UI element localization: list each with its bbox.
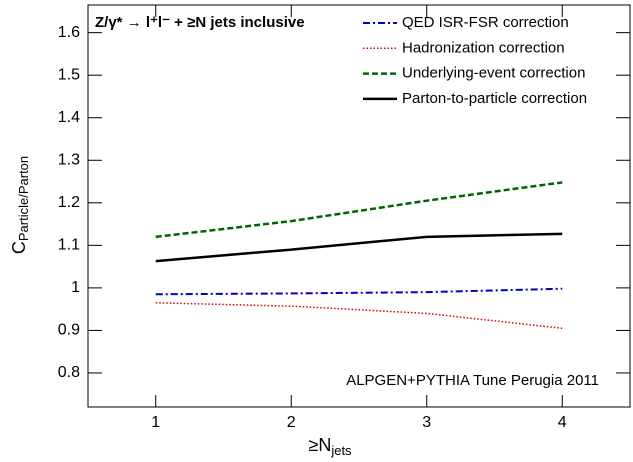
- y-label-sub: Particle/Parton: [16, 156, 31, 241]
- chart-title: Z/γ* → l⁺l⁻ + ≥N jets inclusive: [95, 14, 305, 31]
- y-tick-label: 1.3: [58, 151, 80, 168]
- legend-label: Underlying-event correction: [402, 65, 585, 82]
- annotation: ALPGEN+PYTHIA Tune Perugia 2011: [346, 372, 599, 389]
- legend-label: Hadronization correction: [402, 39, 565, 56]
- series-line: [155, 232, 563, 263]
- x-tick-label: 1: [151, 414, 160, 431]
- y-tick-label: 1.4: [58, 109, 80, 126]
- legend-label: Parton-to-particle correction: [402, 90, 587, 107]
- x-tick-label: 4: [558, 414, 567, 431]
- y-axis-label: CParticle/Parton: [9, 156, 32, 254]
- series-line: [155, 287, 563, 296]
- y-tick-label: 0.9: [58, 322, 80, 339]
- y-tick-label: 1.6: [58, 24, 80, 41]
- y-tick-label: 1.2: [58, 194, 80, 211]
- x-tick-label: 2: [287, 414, 296, 431]
- y-label-main: C: [9, 241, 29, 254]
- x-tick-label: 3: [422, 414, 431, 431]
- y-tick-label: 0.8: [58, 364, 80, 381]
- y-tick-label: 1: [71, 279, 80, 296]
- y-tick-label: 1.1: [58, 237, 80, 254]
- legend-label: QED ISR-FSR correction: [402, 14, 569, 31]
- series-line: [155, 302, 563, 330]
- y-tick-label: 1.5: [58, 66, 80, 83]
- x-label-main: ≥N: [308, 435, 331, 455]
- x-axis-label: ≥Njets: [308, 435, 352, 459]
- x-label-sub: jets: [330, 443, 352, 458]
- plot-frame: [87, 4, 631, 408]
- series-line: [155, 181, 563, 239]
